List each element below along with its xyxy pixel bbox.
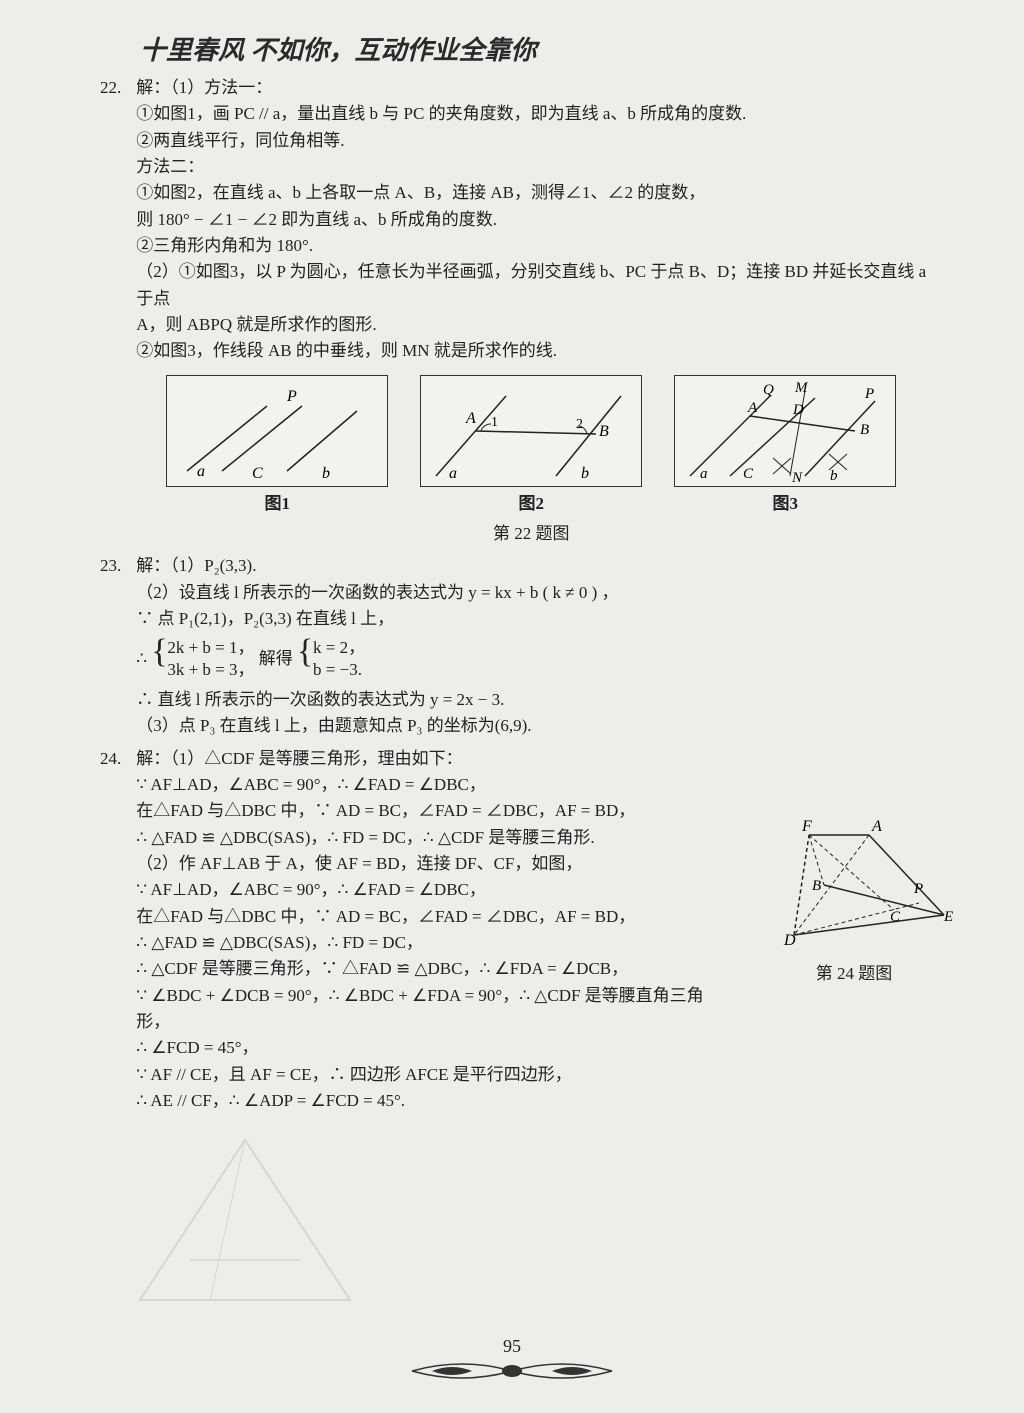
- handwritten-header: 十里春风 不如你，互动作业全靠你: [140, 30, 954, 67]
- sys1b: 3k + b = 3，: [167, 660, 254, 679]
- fig1-svg: P a C b: [167, 376, 387, 486]
- svg-text:M: M: [794, 380, 809, 396]
- q22-number: 22.: [100, 75, 132, 101]
- svg-text:a: a: [700, 466, 708, 482]
- q24-figcap: 第 24 题图: [754, 959, 954, 984]
- q23-l5: ∴ 直线 l 所表示的一次函数的表达式为 y = 2x − 3.: [136, 687, 926, 713]
- footer-ornament-icon: [402, 1357, 622, 1385]
- page-number: 95: [503, 1336, 521, 1356]
- q24-l10: ∵ ∠BDC + ∠DCB = 90°，∴ ∠BDC + ∠FDA = 90°，…: [136, 983, 736, 1036]
- sys-mid: 解得: [259, 649, 293, 668]
- fig2-svg: A 1 B 2 a b: [421, 376, 641, 486]
- svg-text:C: C: [890, 909, 901, 925]
- q24-l1: 解：（1）△CDF 是等腰三角形，理由如下：: [136, 746, 736, 772]
- q23-l1: 解：（1）P₂(3,3).: [136, 553, 926, 579]
- q24-l11: ∴ ∠FCD = 45°，: [136, 1035, 736, 1061]
- svg-text:C: C: [252, 465, 263, 482]
- q22-l5: ①如图2，在直线 a、b 上各取一点 A、B，连接 AB，测得∠1、∠2 的度数…: [136, 180, 926, 206]
- svg-text:N: N: [791, 470, 803, 486]
- fig3-svg: Q M A D P B a C N b: [675, 376, 895, 486]
- fig2-wrap: A 1 B 2 a b 图2: [420, 375, 642, 517]
- q22-l2: ①如图1，画 PC // a，量出直线 b 与 PC 的夹角度数，即为直线 a、…: [136, 101, 926, 127]
- q24-l13: ∴ AE // CF，∴ ∠ADP = ∠FCD = 45°.: [136, 1088, 736, 1114]
- svg-text:E: E: [943, 909, 953, 925]
- q23-l3: ∵ 点 P₁(2,1)，P₂(3,3) 在直线 l 上，: [136, 606, 926, 632]
- fig3-box: Q M A D P B a C N b: [674, 375, 896, 487]
- q24-l6: ∵ AF⊥AD，∠ABC = 90°，∴ ∠FAD = ∠DBC，: [136, 877, 736, 903]
- q22-l10: ②如图3，作线段 AB 的中垂线，则 MN 就是所求作的线.: [136, 338, 926, 364]
- q24-l12: ∵ AF // CE，且 AF = CE，∴ 四边形 AFCE 是平行四边形，: [136, 1062, 736, 1088]
- q23-number: 23.: [100, 553, 132, 579]
- q24-body: 解：（1）△CDF 是等腰三角形，理由如下： ∵ AF⊥AD，∠ABC = 90…: [136, 746, 736, 1115]
- sys-right: { k = 2， b = −3.: [297, 637, 365, 683]
- q24-l3: 在△FAD 与△DBC 中，∵ AD = BC，∠FAD = ∠DBC，AF =…: [136, 798, 736, 824]
- sys2b: b = −3.: [313, 660, 362, 679]
- q24-l4: ∴ △FAD ≌ △DBC(SAS)，∴ FD = DC，∴ △CDF 是等腰三…: [136, 825, 736, 851]
- svg-text:b: b: [581, 465, 589, 482]
- q24-l9: ∴ △CDF 是等腰三角形，∵ △FAD ≌ △DBC，∴ ∠FDA = ∠DC…: [136, 956, 736, 982]
- q22-l8: （2）①如图3，以 P 为圆心，任意长为半径画弧，分别交直线 b、PC 于点 B…: [136, 259, 926, 312]
- svg-text:a: a: [197, 463, 205, 480]
- svg-text:P: P: [864, 386, 874, 402]
- svg-text:P: P: [913, 881, 923, 897]
- svg-text:1: 1: [491, 415, 498, 430]
- q24-figure: F A B P C E D 第 24 题图: [754, 815, 954, 984]
- svg-text:B: B: [860, 422, 869, 438]
- fig2-box: A 1 B 2 a b: [420, 375, 642, 487]
- q22-caption: 第 22 题图: [136, 521, 926, 547]
- q23-l6: （3）点 P₃ 在直线 l 上，由题意知点 P₃ 的坐标为(6,9).: [136, 713, 926, 739]
- page-footer: 95: [0, 1336, 1024, 1385]
- svg-text:A: A: [465, 410, 476, 427]
- q22-l7: ②三角形内角和为 180°.: [136, 233, 926, 259]
- svg-text:b: b: [322, 465, 330, 482]
- q22-l9: A，则 ABPQ 就是所求作的图形.: [136, 312, 926, 338]
- sys-left: { 2k + b = 1， 3k + b = 3，: [151, 637, 254, 683]
- fig3-wrap: Q M A D P B a C N b 图3: [674, 375, 896, 517]
- question-24: 24. 解：（1）△CDF 是等腰三角形，理由如下： ∵ AF⊥AD，∠ABC …: [100, 746, 740, 1115]
- q22-l1: 解：（1）方法一：: [136, 75, 926, 101]
- fig3-label: 图3: [674, 491, 896, 517]
- svg-text:F: F: [801, 818, 812, 835]
- q22-figure-row: P a C b 图1 A: [166, 375, 896, 517]
- svg-text:b: b: [830, 468, 838, 484]
- q23-sys: ∴ { 2k + b = 1， 3k + b = 3， 解得 { k = 2， …: [136, 637, 926, 683]
- svg-text:D: D: [792, 402, 804, 418]
- q24-l7: 在△FAD 与△DBC 中，∵ AD = BC，∠FAD = ∠DBC，AF =…: [136, 904, 736, 930]
- q23-l2: （2）设直线 l 所表示的一次函数的表达式为 y = kx + b ( k ≠ …: [136, 580, 926, 606]
- fig1-box: P a C b: [166, 375, 388, 487]
- sys1a: 2k + b = 1，: [167, 638, 254, 657]
- fig1-label: 图1: [166, 491, 388, 517]
- svg-text:A: A: [747, 400, 758, 416]
- sys2a: k = 2，: [313, 638, 365, 657]
- q22-l4: 方法二：: [136, 154, 926, 180]
- fig2-label: 图2: [420, 491, 642, 517]
- svg-text:A: A: [871, 818, 882, 835]
- q24-l8: ∴ △FAD ≌ △DBC(SAS)，∴ FD = DC，: [136, 930, 736, 956]
- svg-text:2: 2: [576, 417, 583, 432]
- q22-l6: 则 180° − ∠1 − ∠2 即为直线 a、b 所成角的度数.: [136, 207, 926, 233]
- svg-text:B: B: [599, 423, 609, 440]
- q22-l3: ②两直线平行，同位角相等.: [136, 128, 926, 154]
- q24-number: 24.: [100, 746, 132, 772]
- q24-l2: ∵ AF⊥AD，∠ABC = 90°，∴ ∠FAD = ∠DBC，: [136, 772, 736, 798]
- page: 十里春风 不如你，互动作业全靠你 22. 解：（1）方法一： ①如图1，画 PC…: [0, 0, 1024, 1413]
- svg-text:Q: Q: [763, 382, 774, 398]
- q24-l5: （2）作 AF⊥AB 于 A，使 AF = BD，连接 DF、CF，如图，: [136, 851, 736, 877]
- svg-text:P: P: [286, 388, 297, 405]
- question-22: 22. 解：（1）方法一： ①如图1，画 PC // a，量出直线 b 与 PC…: [100, 75, 954, 547]
- svg-text:B: B: [812, 878, 821, 894]
- q23-body: 解：（1）P₂(3,3). （2）设直线 l 所表示的一次函数的表达式为 y =…: [136, 553, 926, 739]
- q24-svg: F A B P C E D: [754, 815, 954, 955]
- question-23: 23. 解：（1）P₂(3,3). （2）设直线 l 所表示的一次函数的表达式为…: [100, 553, 954, 739]
- svg-text:C: C: [743, 466, 754, 482]
- svg-text:a: a: [449, 465, 457, 482]
- ghost-triangle: [130, 1130, 360, 1310]
- svg-text:D: D: [783, 932, 796, 949]
- q22-body: 解：（1）方法一： ①如图1，画 PC // a，量出直线 b 与 PC 的夹角…: [136, 75, 926, 547]
- fig1-wrap: P a C b 图1: [166, 375, 388, 517]
